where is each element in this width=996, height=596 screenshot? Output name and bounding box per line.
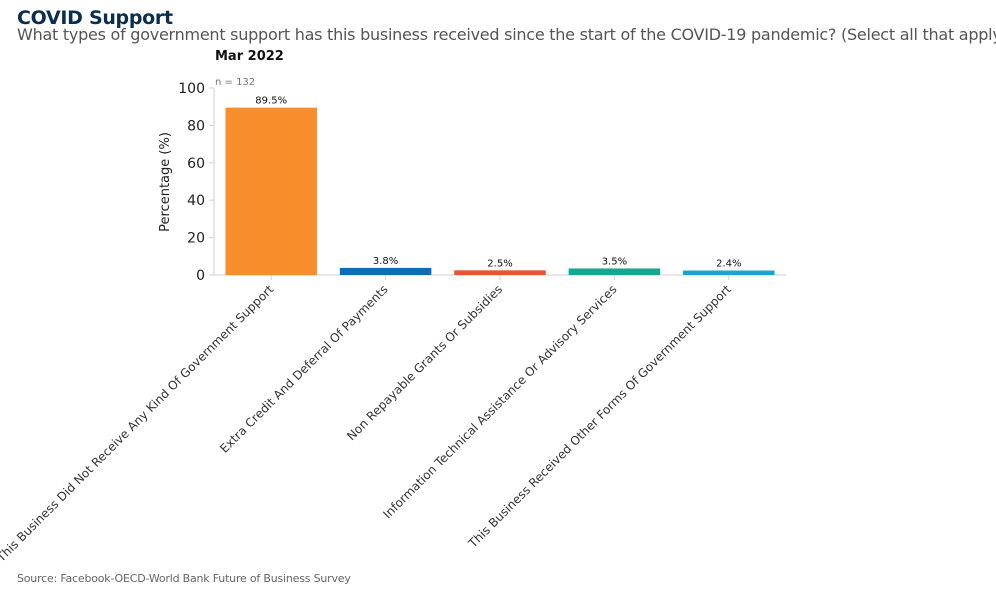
- category-label: This Business Received Other Forms Of Go…: [465, 282, 734, 551]
- bar-value-label: 89.5%: [255, 96, 287, 107]
- category-label: This Business Did Not Receive Any Kind O…: [0, 282, 277, 565]
- source-note: Source: Facebook-OECD-World Bank Future …: [17, 572, 351, 585]
- y-tick-label: 60: [187, 156, 205, 172]
- bar: [454, 270, 546, 275]
- bar: [683, 270, 775, 275]
- bar-value-label: 3.5%: [602, 256, 627, 267]
- y-axis-label: Percentage (%): [158, 132, 173, 232]
- bar-value-label: 3.8%: [373, 256, 398, 267]
- chart-title: COVID Support: [17, 7, 173, 29]
- category-label: Information Technical Assistance Or Advi…: [380, 282, 619, 521]
- bar: [339, 267, 432, 275]
- chart-subtitle: What types of government support has thi…: [17, 25, 996, 44]
- bar: [568, 268, 661, 275]
- y-tick-label: 80: [187, 118, 205, 134]
- bar-value-label: 2.5%: [487, 258, 512, 269]
- sample-size-note: n = 132: [215, 77, 255, 88]
- y-tick-label: 20: [187, 231, 205, 247]
- bar: [225, 107, 317, 275]
- panel-title: Mar 2022: [215, 49, 284, 64]
- bar-value-label: 2.4%: [716, 259, 741, 270]
- y-tick-label: 100: [178, 81, 205, 97]
- y-tick-label: 40: [187, 193, 205, 209]
- y-tick-label: 0: [196, 268, 205, 284]
